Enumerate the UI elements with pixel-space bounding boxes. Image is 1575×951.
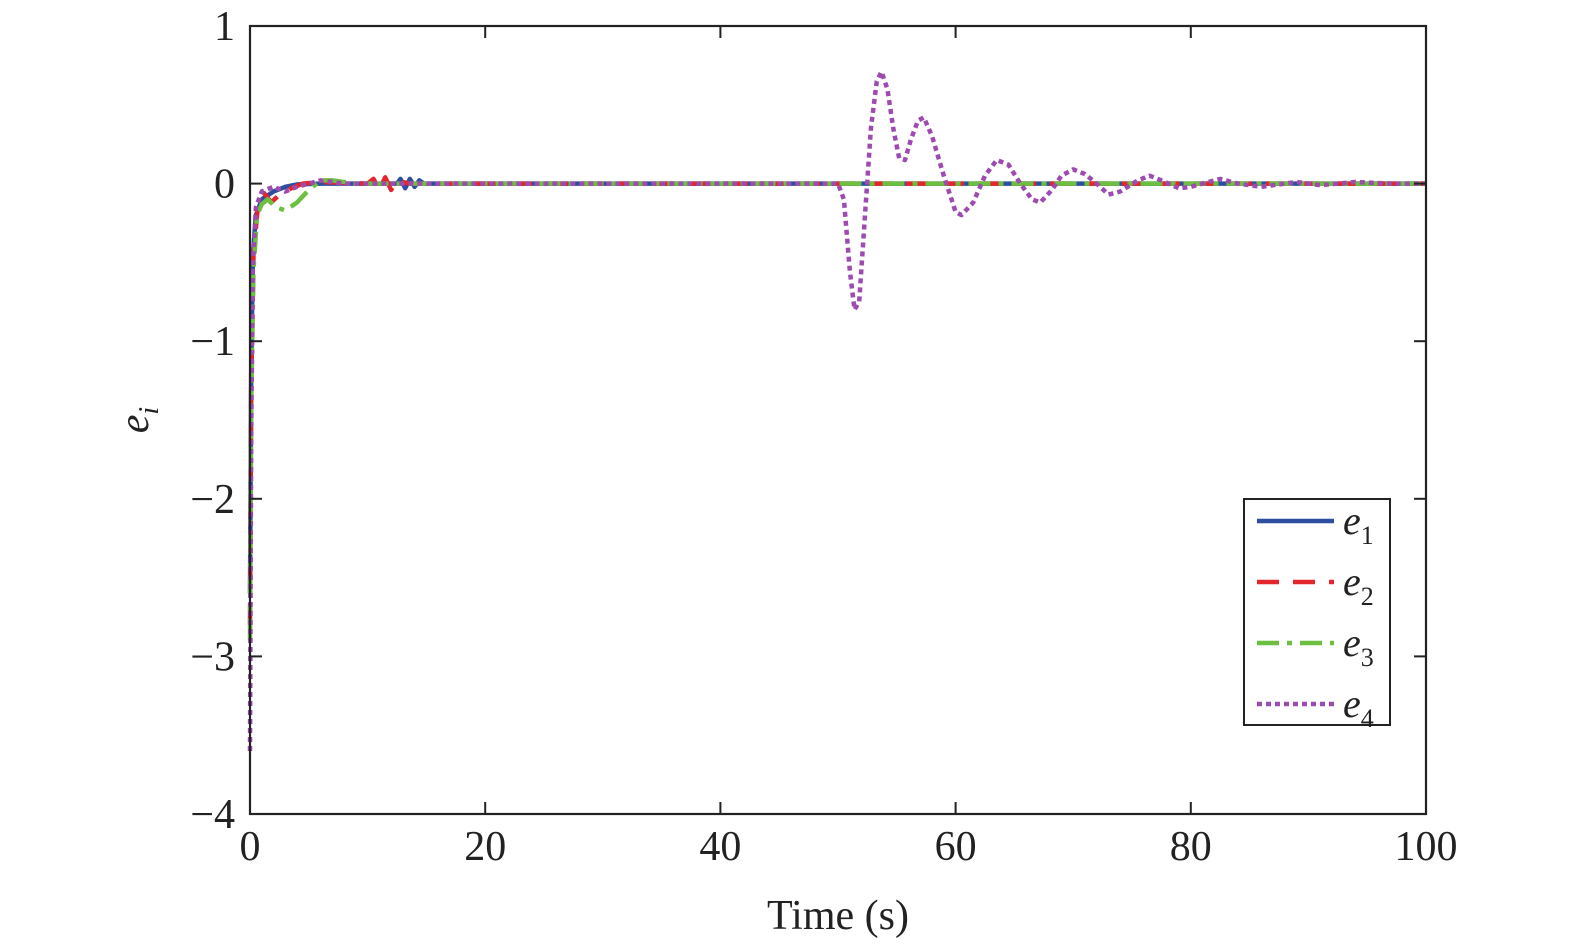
legend-label-e2: e2 [1343,559,1374,611]
y-axis-label-base: e [112,415,158,434]
y-axis-label-sub: i [134,407,165,415]
y-tick-label: 1 [214,4,235,50]
x-tick-label: 40 [699,824,741,870]
series-line-e4 [247,69,1426,752]
y-tick-label: −2 [190,477,235,523]
y-tick-label: −4 [190,792,235,838]
plot-frame [248,24,1428,816]
y-tick-label: −1 [190,319,235,365]
legend-box [1243,498,1391,726]
x-tick-label: 20 [464,824,506,870]
x-tick-label: 100 [1395,824,1458,870]
legend: e1 e2 e3 e4 [1243,498,1391,733]
x-tick-label: 60 [935,824,977,870]
y-tick-label: 0 [214,162,235,208]
x-tick-label: 80 [1170,824,1212,870]
tick-labels-layer: 0 20 40 60 80 100 1 0 −1 −2 −3 −4 [190,4,1457,870]
y-tick-label: −3 [190,634,235,680]
x-axis-label: Time (s) [767,893,909,939]
ticks-layer [249,25,1427,815]
legend-label-e3: e3 [1343,620,1374,672]
legend-label-e4: e4 [1343,681,1374,733]
legend-label-e1: e1 [1343,498,1374,550]
x-tick-label: 0 [240,824,261,870]
series-layer [247,69,1426,752]
y-axis-label: ei [112,407,165,433]
